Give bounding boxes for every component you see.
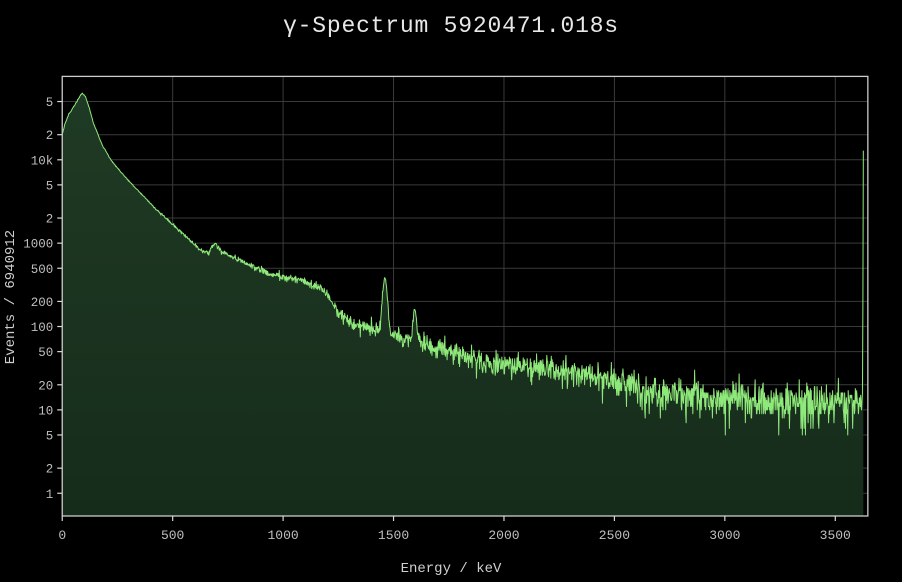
svg-text:1000: 1000 (23, 238, 53, 252)
svg-text:10: 10 (38, 404, 53, 418)
svg-text:50: 50 (38, 346, 53, 360)
svg-text:2: 2 (46, 463, 54, 477)
svg-text:1: 1 (46, 488, 54, 502)
svg-text:2: 2 (46, 129, 54, 143)
svg-text:0: 0 (58, 528, 66, 543)
svg-text:100: 100 (31, 321, 54, 335)
svg-text:200: 200 (31, 296, 54, 310)
svg-text:10k: 10k (31, 154, 54, 168)
svg-text:3000: 3000 (709, 528, 740, 543)
svg-text:500: 500 (161, 528, 184, 543)
svg-text:500: 500 (31, 263, 54, 277)
svg-text:5: 5 (46, 96, 54, 110)
svg-text:2000: 2000 (488, 528, 519, 543)
svg-text:3500: 3500 (820, 528, 851, 543)
svg-text:5: 5 (46, 179, 54, 193)
svg-text:20: 20 (38, 379, 53, 393)
svg-text:2: 2 (46, 213, 54, 227)
svg-text:2500: 2500 (599, 528, 630, 543)
svg-text:5: 5 (46, 429, 54, 443)
svg-text:1000: 1000 (267, 528, 298, 543)
svg-text:1500: 1500 (378, 528, 409, 543)
